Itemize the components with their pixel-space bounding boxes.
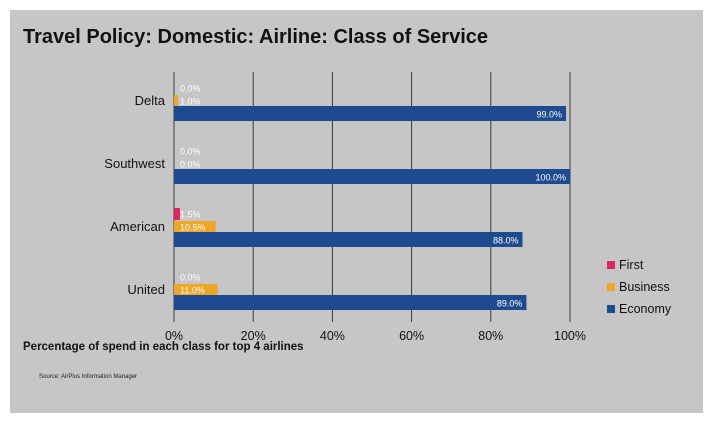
data-label: 100.0% (535, 173, 566, 183)
data-label: 0.0% (180, 273, 201, 283)
chart-panel (10, 10, 703, 413)
data-label: 88.0% (493, 236, 519, 246)
x-tick-label: 60% (399, 329, 424, 343)
legend-swatch (607, 305, 615, 313)
legend-label: Economy (619, 302, 672, 316)
data-label: 0.0% (180, 84, 201, 94)
bar-first (174, 208, 180, 220)
bar-business (174, 221, 216, 233)
legend-item-first: First (607, 254, 671, 276)
chart-title: Travel Policy: Domestic: Airline: Class … (23, 26, 488, 48)
data-label: 99.0% (537, 110, 563, 120)
category-label: Southwest (104, 156, 165, 171)
category-label: American (110, 219, 165, 234)
x-tick-label: 100% (554, 329, 586, 343)
bar-business (174, 284, 218, 296)
x-tick-label: 0% (165, 329, 183, 343)
legend-label: Business (619, 280, 670, 294)
bar-business (174, 95, 178, 107)
bar-economy (174, 106, 567, 121)
chart-legend: First Business Economy (607, 254, 671, 320)
legend-label: First (619, 258, 644, 272)
chart-subtitle: Percentage of spend in each class for to… (23, 341, 304, 353)
bar-economy (174, 232, 523, 247)
data-label: 1.0% (180, 97, 201, 107)
legend-item-business: Business (607, 276, 671, 298)
data-label: 0.0% (180, 147, 201, 157)
legend-swatch (607, 283, 615, 291)
source-note: Source: AirPlus Information Manager (39, 374, 138, 380)
legend-swatch (607, 261, 615, 269)
x-tick-label: 20% (241, 329, 266, 343)
data-label: 0.0% (180, 160, 201, 170)
category-label: Delta (135, 93, 166, 108)
data-label: 10.5% (180, 223, 206, 233)
bar-economy (174, 169, 570, 184)
data-label: 89.0% (497, 299, 523, 309)
bar-economy (174, 295, 527, 310)
data-label: 1.5% (180, 210, 201, 220)
x-tick-label: 80% (478, 329, 503, 343)
x-tick-label: 40% (320, 329, 345, 343)
category-label: United (127, 282, 165, 297)
data-label: 11.0% (180, 286, 205, 296)
legend-item-economy: Economy (607, 298, 671, 320)
